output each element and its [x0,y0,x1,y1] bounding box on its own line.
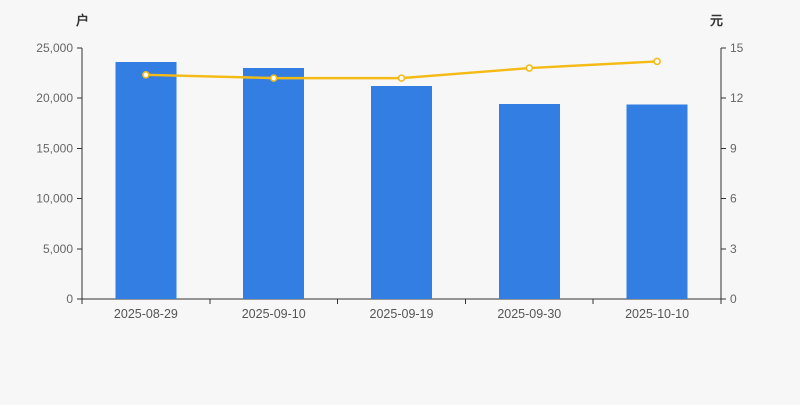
y-left-tick-label: 25,000 [36,41,73,55]
line-point-2025-08-29[interactable] [142,70,150,79]
y-right-tick-label: 3 [730,242,737,256]
y-right-tick-label: 0 [730,292,737,306]
bar-2025-08-29[interactable] [115,62,177,299]
x-category-label: 2025-08-29 [114,307,178,321]
y-left-tick-label: 10,000 [36,192,73,206]
bar-2025-09-30[interactable] [498,104,560,299]
y-right-tick-label: 15 [730,41,744,55]
x-category-label: 2025-09-30 [497,307,561,321]
line-point-2025-09-10[interactable] [269,74,278,82]
y-right-tick-label: 12 [730,91,744,105]
x-category-label: 2025-09-10 [242,307,306,321]
left-axis-unit-label: 户 [76,13,90,28]
line-point-2025-10-10[interactable] [653,57,661,66]
x-category-label: 2025-10-10 [625,307,689,321]
y-left-tick-label: 15,000 [36,141,73,155]
bar-2025-09-19[interactable] [371,86,432,299]
y-right-tick-label: 9 [730,141,737,155]
bar-2025-10-10[interactable] [626,104,688,299]
y-left-tick-label: 0 [66,292,73,306]
x-category-label: 2025-09-19 [370,307,434,321]
right-axis-unit-label: 元 [710,13,724,28]
y-right-tick-label: 6 [730,192,737,206]
line-point-2025-09-30[interactable] [525,64,534,72]
y-left-tick-label: 5,000 [43,242,73,256]
y-left-tick-label: 20,000 [36,91,73,105]
line-point-2025-09-19[interactable] [397,74,406,82]
bar-2025-09-10[interactable] [243,68,305,299]
